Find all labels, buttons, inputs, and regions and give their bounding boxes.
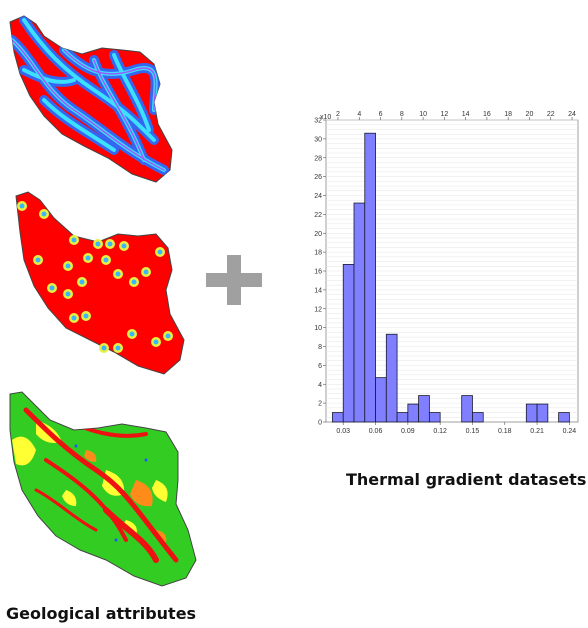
top-tick-label: 22: [547, 111, 555, 118]
geology-map: [9, 391, 197, 587]
top-tick-label: 4: [357, 111, 361, 118]
geological-caption: Geological attributes: [6, 604, 197, 623]
top-axis-ticks: 2 4 6 8 10 12 14 16 18 20 22 24: [336, 111, 576, 120]
x-tick-label: 0.06: [369, 428, 383, 435]
histogram-bar: [364, 132, 376, 423]
histogram-bar: [418, 395, 430, 423]
top-tick-label: 16: [483, 111, 491, 118]
y-tick-label: 20: [314, 231, 322, 238]
y-tick-label: 14: [314, 287, 322, 294]
y-tick-label: 8: [318, 344, 322, 351]
y-tick-label: 12: [314, 306, 322, 313]
x-tick-label: 0.24: [563, 428, 577, 435]
y-tick-label: 26: [314, 174, 322, 181]
histogram-bar: [536, 403, 549, 423]
spring-points: [17, 201, 173, 353]
x-tick-label: 0.15: [466, 428, 480, 435]
y-tick-label: 0: [318, 420, 322, 427]
plus-icon: [206, 255, 262, 305]
y-tick-label: 6: [318, 363, 322, 370]
histogram-bar: [353, 202, 366, 423]
y-tick-label: 16: [314, 269, 322, 276]
histogram-bar: [407, 403, 420, 423]
fault-bands: [10, 16, 169, 175]
top-tick-label: 12: [440, 111, 448, 118]
top-tick-label: 6: [379, 111, 383, 118]
y-axis-unit-label: x10: [320, 114, 331, 121]
x-tick-label: 0.03: [336, 428, 350, 435]
top-tick-label: 14: [462, 111, 470, 118]
y-tick-label: 24: [314, 193, 322, 200]
top-tick-label: 20: [526, 111, 534, 118]
x-tick-label: 0.18: [498, 428, 512, 435]
y-tick-label: 10: [314, 325, 322, 332]
y-tick-label: 4: [318, 382, 322, 389]
y-tick-label: 2: [318, 401, 322, 408]
y-tick-label: 30: [314, 136, 322, 143]
histogram-bar: [342, 263, 355, 423]
x-tick-label: 0.09: [401, 428, 415, 435]
histogram-bar: [375, 377, 387, 423]
fault-distance-map: [9, 15, 173, 183]
x-tick-label: 0.21: [530, 428, 544, 435]
histogram-bar: [558, 412, 570, 423]
histogram-bar: [332, 412, 344, 423]
y-tick-label: 32: [314, 118, 322, 125]
histogram-bar: [396, 412, 409, 423]
spring-distance-map: [15, 191, 185, 375]
y-tick-label: 18: [314, 250, 322, 257]
x-tick-label: 0.12: [433, 428, 447, 435]
histogram-bar: [472, 412, 484, 423]
histogram-bar: [428, 412, 441, 423]
top-tick-label: 8: [400, 111, 404, 118]
x-axis-ticks: 0.03 0.06 0.09 0.12 0.15 0.18 0.21 0.24: [336, 422, 576, 435]
histogram-bar: [461, 395, 473, 423]
top-tick-label: 18: [504, 111, 512, 118]
top-tick-label: 10: [419, 111, 427, 118]
top-tick-label: 2: [336, 111, 340, 118]
thermal-caption: Thermal gradient datasets: [346, 470, 587, 489]
histogram-bar: [385, 333, 398, 423]
y-tick-label: 22: [314, 212, 322, 219]
histogram-bar: [525, 403, 538, 423]
top-tick-label: 24: [568, 111, 576, 118]
y-tick-label: 28: [314, 155, 322, 162]
bars: [332, 132, 570, 423]
